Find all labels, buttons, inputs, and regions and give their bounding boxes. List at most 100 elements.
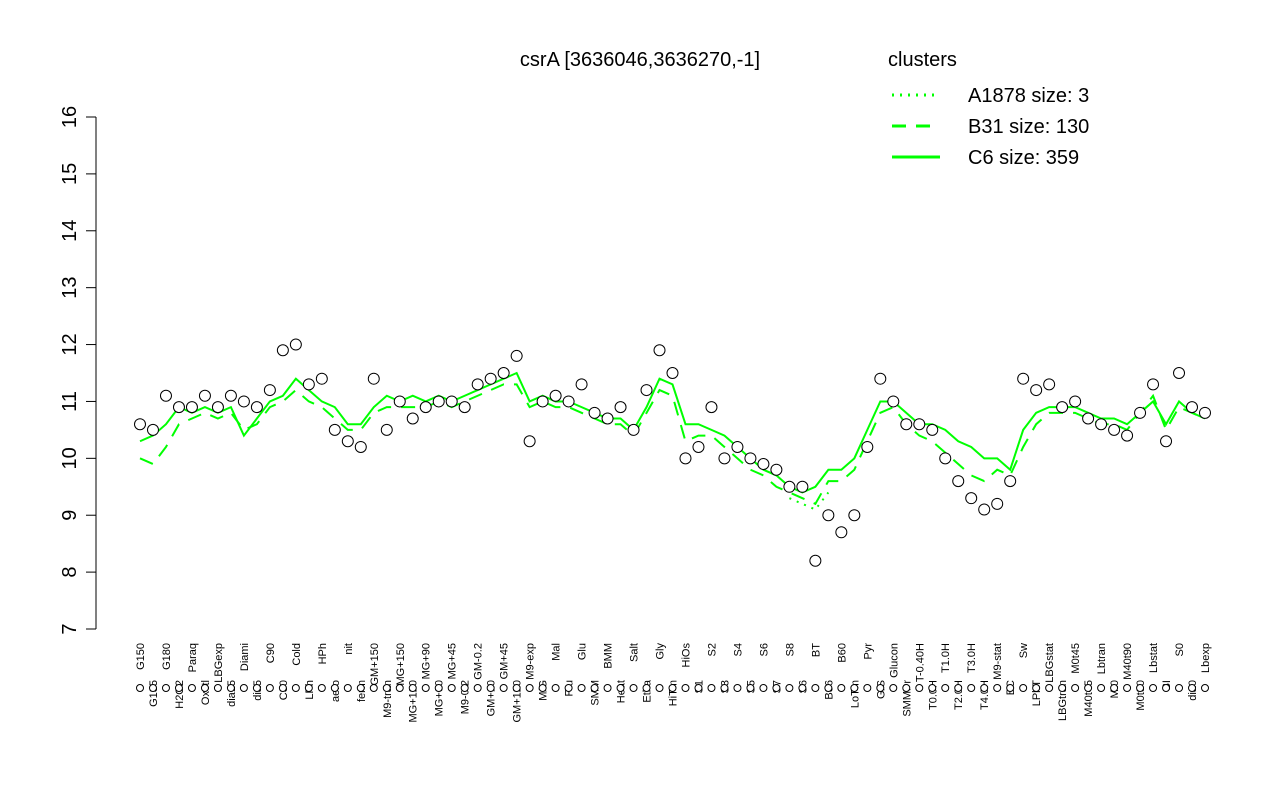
x-marker — [707, 684, 716, 692]
x-tick-label: LPhT — [1031, 680, 1043, 707]
x-marker — [590, 684, 599, 692]
point — [809, 554, 822, 567]
point — [276, 344, 289, 357]
x-tick-label: HiOs — [680, 643, 692, 668]
x-marker — [1123, 684, 1132, 692]
point — [172, 401, 185, 414]
point — [900, 418, 913, 431]
point — [549, 389, 562, 402]
point — [874, 372, 887, 385]
point — [1082, 412, 1095, 425]
point — [796, 480, 809, 493]
point — [653, 344, 666, 357]
x-marker — [343, 684, 352, 692]
x-tick-label: HPh — [317, 643, 329, 664]
point — [627, 423, 640, 436]
legend-label: C6 size: 359 — [968, 147, 1079, 169]
y-tick-label: 13 — [59, 277, 81, 299]
point — [679, 452, 692, 465]
point — [952, 475, 965, 488]
point — [926, 423, 939, 436]
point — [432, 395, 445, 408]
x-marker — [1032, 684, 1041, 692]
point — [1121, 429, 1134, 442]
point — [1147, 378, 1160, 391]
x-tick-label: LBGexp — [213, 643, 225, 683]
x-tick-label: HiTm — [668, 680, 680, 706]
point — [367, 372, 380, 385]
point — [991, 497, 1004, 510]
point — [601, 412, 614, 425]
x-marker — [1006, 684, 1015, 692]
x-tick-label: S8 — [784, 643, 796, 656]
y-tick-label: 16 — [59, 106, 81, 128]
x-marker — [954, 684, 963, 692]
x-marker — [642, 684, 651, 692]
x-tick-label: Diami — [239, 643, 251, 671]
x-tick-label: Cold — [291, 643, 303, 666]
x-marker — [304, 684, 313, 692]
x-marker — [837, 684, 846, 692]
x-tick-label: MG+150 — [395, 643, 407, 686]
y-tick-label: 8 — [59, 567, 81, 578]
x-marker — [876, 684, 885, 692]
y-tick-label: 11 — [59, 391, 81, 412]
x-marker — [1071, 684, 1080, 692]
point — [146, 423, 159, 436]
point — [939, 452, 952, 465]
point — [315, 372, 328, 385]
point — [705, 401, 718, 414]
x-marker — [603, 684, 612, 692]
x-marker — [265, 684, 274, 692]
x-tick-label: GM-0.2 — [473, 643, 485, 680]
x-marker — [161, 684, 170, 692]
x-marker — [655, 684, 664, 692]
point — [575, 378, 588, 391]
legend-title: clusters — [888, 49, 957, 71]
point — [614, 401, 627, 414]
x-marker — [1136, 684, 1145, 692]
x-tick-label: Lbtran — [1096, 643, 1108, 674]
x-marker — [226, 684, 235, 692]
x-marker — [525, 684, 534, 692]
point — [783, 480, 796, 493]
x-marker — [200, 684, 209, 692]
x-tick-label: Lbstat — [1148, 643, 1160, 673]
point — [328, 423, 341, 436]
x-marker — [577, 684, 586, 692]
point — [406, 412, 419, 425]
y-tick-label: 12 — [59, 333, 81, 355]
x-marker — [460, 684, 469, 692]
x-marker — [369, 684, 378, 692]
point — [731, 440, 744, 453]
x-marker — [720, 684, 729, 692]
x-marker — [356, 684, 365, 692]
x-tick-label: nit — [343, 643, 355, 655]
x-tick-label: T3.0H — [966, 643, 978, 673]
x-tick-label: SMM — [590, 680, 602, 706]
x-tick-label: Sw — [1018, 643, 1030, 658]
x-marker — [239, 684, 248, 692]
point — [1095, 418, 1108, 431]
x-tick-label: S0 — [1174, 643, 1186, 656]
point — [1186, 401, 1199, 414]
x-tick-label: MG+90 — [421, 643, 433, 679]
point — [588, 406, 601, 419]
x-tick-label: GM+45 — [499, 643, 511, 679]
x-marker — [382, 684, 391, 692]
point — [692, 440, 705, 453]
x-marker — [187, 684, 196, 692]
point — [302, 378, 315, 391]
point — [471, 378, 484, 391]
x-marker — [759, 684, 768, 692]
point — [1043, 378, 1056, 391]
x-marker — [278, 684, 287, 692]
point — [1134, 406, 1147, 419]
x-tick-label: Salt — [629, 643, 641, 662]
point — [562, 395, 575, 408]
point — [965, 492, 978, 505]
x-tick-label: GM+150 — [369, 643, 381, 686]
x-tick-label: Gly — [655, 643, 667, 660]
x-marker — [213, 684, 222, 692]
